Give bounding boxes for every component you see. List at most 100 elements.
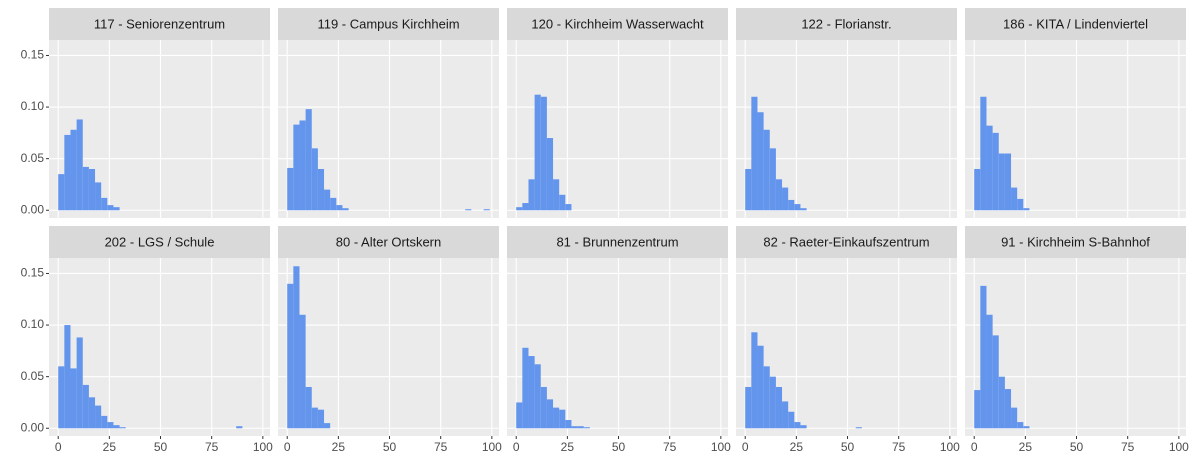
bar [287,283,294,429]
bar [794,422,801,429]
bar [782,401,789,429]
panel-title: 81 - Brunnenzentrum [556,234,678,249]
bar [763,366,770,429]
bar [82,166,89,211]
bar [565,420,572,429]
bar [88,168,96,211]
bar [64,325,71,429]
x-tick-label: 25 [332,440,346,454]
bar [559,194,566,211]
bar [751,96,758,211]
bar [311,407,318,429]
strip [278,8,499,40]
bar [528,179,535,211]
bar [788,411,795,429]
strip [278,226,499,258]
bar [540,386,547,429]
bar [465,209,472,211]
bar [980,285,987,429]
bar [559,409,566,429]
bar [119,427,126,429]
bar [992,132,999,211]
bar [1011,187,1018,211]
bar [317,409,325,429]
bar [788,199,795,211]
bar [1004,389,1012,429]
y-tick-label: 0.10 [21,317,45,331]
panel-title: 117 - Seniorenzentrum [94,16,225,31]
bar [58,366,65,429]
panel-title: 91 - Kirchheim S-Bahnhof [1001,234,1150,249]
bar [794,204,801,211]
bar [76,119,83,211]
x-tick-label: 75 [892,440,906,454]
panel-title: 186 - KITA / Lindenviertel [1003,16,1148,31]
x-tick-label: 25 [1019,440,1033,454]
bar [113,207,120,211]
bar [998,153,1005,211]
bar [998,376,1005,429]
x-tick-label: 25 [790,440,804,454]
y-tick-label: 0.15 [21,48,45,62]
bar [305,386,312,429]
bar [516,207,523,211]
bar [299,314,306,429]
bar [293,124,300,211]
bar [800,425,807,429]
strip [965,8,1186,40]
bar [745,386,752,429]
strip [507,8,728,40]
bar [58,174,65,211]
bar [522,347,529,429]
bar [516,402,523,429]
x-tick-label: 100 [940,440,960,454]
x-tick-label: 100 [1169,440,1189,454]
bar [528,356,535,429]
bar [745,168,752,211]
bar [1004,153,1012,211]
y-tick-label: 0.15 [21,266,45,280]
bar [113,425,120,429]
bar [522,203,529,211]
bar [76,337,83,429]
bar [800,208,807,211]
x-tick-label: 100 [711,440,731,454]
strip [507,226,728,258]
bar [324,423,331,429]
bar [1017,198,1024,211]
bar [782,187,789,211]
strip [49,8,270,40]
bar [287,167,294,211]
bar [546,399,554,429]
bar [107,422,114,429]
bar [540,96,547,211]
panel-title: 80 - Alter Ortskern [336,234,441,249]
bar [70,129,77,211]
bar [1023,426,1030,429]
panel-title: 122 - Florianstr. [801,16,891,31]
panel-title: 202 - LGS / Schule [105,234,215,249]
bar [324,189,331,211]
y-tick-label: 0.05 [21,151,45,165]
panel-title: 119 - Campus Kirchheim [317,16,459,31]
panel-title: 120 - Kirchheim Wasserwacht [531,16,704,31]
bar [236,426,243,429]
y-tick-label: 0.05 [21,369,45,383]
bar [583,427,590,429]
x-tick-label: 0 [971,440,978,454]
bar [299,120,306,211]
x-tick-label: 100 [482,440,502,454]
bar [992,335,999,429]
bar [974,390,981,429]
y-tick-label: 0.10 [21,99,45,113]
bar [769,376,776,429]
strip [965,226,1186,258]
bar [546,138,554,211]
bar [95,405,102,429]
bar [483,209,490,211]
x-tick-label: 50 [154,440,168,454]
bar [757,345,764,429]
bar [534,94,541,211]
bar [330,197,337,211]
